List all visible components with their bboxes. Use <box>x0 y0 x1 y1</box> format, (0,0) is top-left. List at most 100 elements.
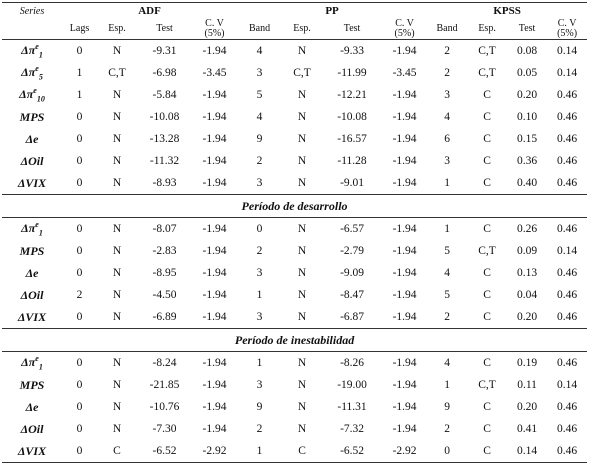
value-cell: N <box>112 111 122 123</box>
value-cell: C <box>483 289 491 301</box>
value-cell: 0.14 <box>557 45 578 57</box>
column-header: Band <box>237 19 283 40</box>
value-cell: 0 <box>76 267 83 279</box>
value-cell: 3 <box>256 379 263 391</box>
value-cell: N <box>112 423 122 435</box>
data-row: ΔVIX 0 N -6.89 -1.94 3 N -6.87 -1.94 2 C 0.20 0.46 <box>2 306 587 329</box>
data-row: MPS 0 N -10.08 -1.94 4 N -10.08 -1.94 4 C 0.10 0.46 <box>2 106 587 128</box>
data-row: ΔVIX 0 C -6.52 -2.92 1 C -6.52 -2.92 0 C 0.14 0.46 <box>2 440 588 463</box>
series-name: Δe <box>25 131 39 146</box>
value-cell: -6.52 <box>137 440 192 463</box>
value-cell: C <box>483 357 491 369</box>
column-header: C. V (5%) <box>382 19 428 40</box>
series-cell: ΔOil <box>2 150 62 172</box>
series-name: ΔOil <box>20 421 44 436</box>
value-cell: -1.94 <box>392 89 417 101</box>
value-cell: 0.19 <box>517 357 538 369</box>
value-cell: N <box>112 177 122 189</box>
value-cell: 0.46 <box>557 177 578 189</box>
column-header: C. V (5%) <box>192 18 238 40</box>
value-cell: 0.46 <box>557 133 578 145</box>
value-cell: 0.15 <box>517 133 538 145</box>
value-cell: -1.94 <box>392 311 417 323</box>
series-superscript: e <box>33 86 37 96</box>
column-header: Esp. <box>467 19 508 40</box>
value-cell: 3 <box>256 311 263 323</box>
value-cell: C <box>97 440 137 463</box>
value-cell: -1.94 <box>202 155 227 167</box>
value-cell: N <box>297 111 307 123</box>
series-cell: ΔVIX <box>2 306 62 329</box>
series-cell: MPS <box>2 240 62 262</box>
series-name: Δπ <box>21 65 36 80</box>
value-cell: 0 <box>76 177 83 189</box>
value-cell: N <box>112 89 122 101</box>
value-cell: -6.87 <box>340 311 365 323</box>
column-header-text: C. V (5%) <box>204 18 225 39</box>
value-cell: N <box>297 423 307 435</box>
value-cell: 0.40 <box>517 177 538 189</box>
series-name: ΔOil <box>20 287 44 302</box>
series-name: Δπ <box>19 87 34 102</box>
series-header: Series <box>2 2 62 19</box>
value-cell: N <box>112 223 122 235</box>
value-cell: -2.92 <box>382 440 428 463</box>
value-cell: 0.46 <box>557 311 578 323</box>
section-title: Período de inestabilidad <box>2 328 588 352</box>
data-row: Δπe10 1 N -5.84 -1.94 5 N -12.21 -1.94 3 C 0.20 0.46 <box>2 84 587 106</box>
value-cell: N <box>297 155 307 167</box>
value-cell: 0.41 <box>517 423 538 435</box>
value-cell: 1 <box>256 357 263 369</box>
value-cell: 0.08 <box>517 45 538 57</box>
value-cell: 0.46 <box>557 357 578 369</box>
value-cell: 0.11 <box>517 379 537 391</box>
value-cell: 2 <box>444 311 450 323</box>
value-cell: -8.95 <box>152 267 177 279</box>
value-cell: -11.31 <box>337 401 367 413</box>
value-cell: 0.46 <box>557 423 578 435</box>
series-name: Δπ <box>21 355 36 370</box>
value-cell: -1.94 <box>392 133 417 145</box>
value-cell: C,T <box>293 67 311 79</box>
series-superscript: e <box>35 354 39 364</box>
value-cell: C <box>483 267 491 279</box>
value-cell: 3 <box>256 67 263 79</box>
value-cell: -1.94 <box>392 423 417 435</box>
value-cell: N <box>112 289 122 301</box>
value-cell: N <box>297 379 307 391</box>
data-row: ΔOil 0 N -7.30 -1.94 2 N -7.32 -1.94 2 C 0.41 0.46 <box>2 418 587 440</box>
value-cell: 0.04 <box>517 289 538 301</box>
series-cell: Δπe1 <box>2 352 62 375</box>
value-cell: N <box>112 379 122 391</box>
value-cell: C <box>483 155 491 167</box>
data-row: Δπe1 0 N -8.24 -1.94 1 N -8.26 -1.94 4 C 0.19 0.46 <box>2 352 587 375</box>
value-cell: 3 <box>444 89 450 101</box>
value-cell: -1.94 <box>202 379 227 391</box>
value-cell: N <box>297 289 307 301</box>
value-cell: 0 <box>76 401 83 413</box>
value-cell: 0 <box>62 440 97 463</box>
value-cell: -1.94 <box>392 379 417 391</box>
series-superscript: e <box>35 42 39 52</box>
value-cell: -7.32 <box>340 423 365 435</box>
value-cell: 0.20 <box>517 89 538 101</box>
value-cell: -3.45 <box>202 67 227 79</box>
value-cell: -1.94 <box>202 357 227 369</box>
value-cell: 0.36 <box>517 155 538 167</box>
value-cell: 2 <box>444 423 450 435</box>
series-cell: Δπe1 <box>2 40 62 63</box>
value-cell: C,T <box>478 379 496 391</box>
value-cell: -11.99 <box>337 67 367 79</box>
value-cell: C <box>483 423 491 435</box>
value-cell: -9.33 <box>340 45 365 57</box>
value-cell: -1.94 <box>392 223 417 235</box>
value-cell: 9 <box>256 401 263 413</box>
column-header: Test <box>322 19 383 40</box>
value-cell: 4 <box>444 111 450 123</box>
data-row: Δe 0 N -13.28 -1.94 9 N -16.57 -1.94 6 C 0.15 0.46 <box>2 128 587 150</box>
value-cell: C <box>483 223 491 235</box>
value-cell: C <box>483 133 491 145</box>
value-cell: C <box>483 111 491 123</box>
value-cell: -9.09 <box>340 267 365 279</box>
value-cell: 9 <box>444 401 450 413</box>
